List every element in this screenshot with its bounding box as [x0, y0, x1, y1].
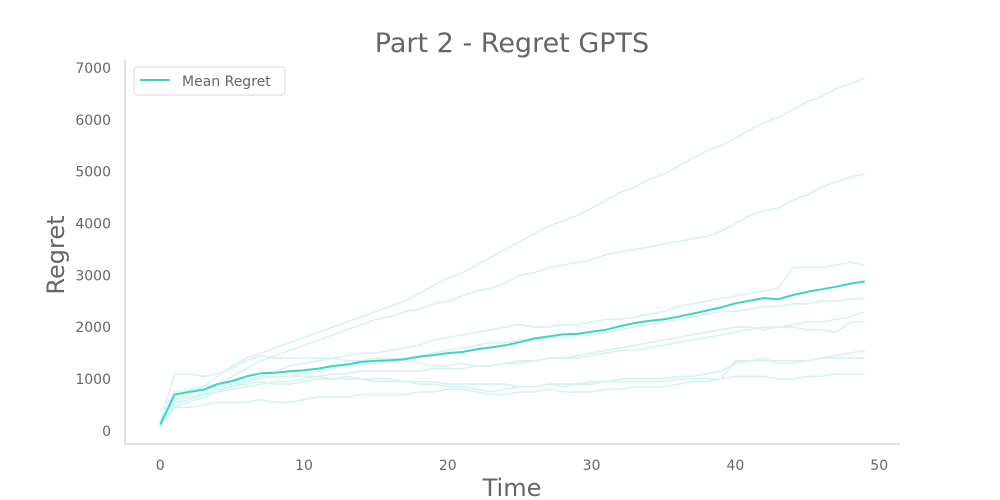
series-line-run-8: [159, 357, 865, 426]
legend: Mean Regret: [133, 66, 286, 96]
x-tick-labels: 0 10 20 30 40 50: [156, 458, 888, 474]
series-line-run-5: [159, 310, 866, 423]
x-axis-title: Time: [482, 474, 542, 500]
x-tick-label: 20: [439, 458, 457, 474]
y-tick-label: 3000: [75, 268, 111, 284]
y-tick-label: 0: [102, 424, 111, 440]
run-lines: [159, 77, 866, 427]
x-tick-label: 0: [156, 458, 165, 474]
y-tick-label: 4000: [75, 217, 111, 233]
legend-box: [133, 66, 286, 96]
y-tick-label: 1000: [75, 372, 111, 388]
series-line-run-9: [159, 372, 865, 427]
series-line-run-6: [159, 321, 865, 426]
y-tick-label: 6000: [75, 113, 111, 129]
y-tick-label: 2000: [75, 320, 111, 336]
x-tick-label: 50: [870, 458, 888, 474]
x-tick-label: 40: [726, 458, 744, 474]
series-line-run-3: [159, 261, 865, 427]
x-tick-label: 10: [295, 458, 313, 474]
y-axis-title: Regret: [42, 215, 70, 294]
x-tick-label: 30: [583, 458, 601, 474]
series-line-run-2: [159, 173, 865, 425]
mean-line-layer: [159, 280, 865, 426]
y-tick-labels: 0 1000 2000 3000 4000 5000 6000 7000: [75, 61, 111, 440]
series-line-run-1: [159, 77, 866, 424]
legend-label-mean-regret: Mean Regret: [182, 74, 271, 90]
y-tick-label: 5000: [75, 165, 111, 181]
series-line-mean-regret: [159, 280, 865, 426]
chart-title: Part 2 - Regret GPTS: [375, 28, 649, 59]
y-tick-label: 7000: [75, 61, 111, 77]
